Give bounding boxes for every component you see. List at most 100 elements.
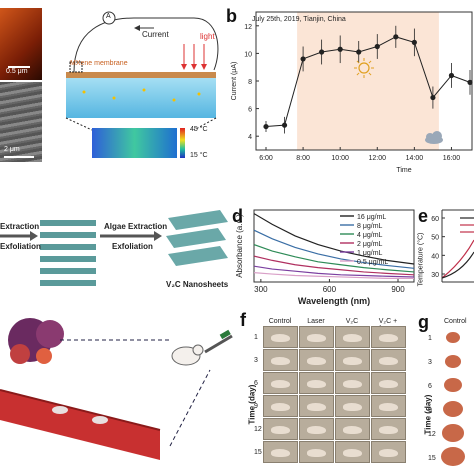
sun-icon <box>354 58 374 78</box>
mouse-body <box>270 426 291 434</box>
panel-a: 0.5 μm 2 μm <box>0 0 225 190</box>
row-label: 15 <box>428 455 436 462</box>
data-point <box>263 123 269 130</box>
mouse-photo <box>263 349 298 371</box>
column-label: Laser <box>307 318 325 325</box>
data-point <box>319 49 325 55</box>
sem-image-top <box>0 8 42 80</box>
mouse-photo <box>371 418 406 440</box>
y-tick-label: 60 <box>431 216 439 223</box>
legend-label: 8 μg/mL <box>357 223 383 230</box>
mouse-photo <box>335 349 370 371</box>
mouse-photo <box>335 326 370 348</box>
mouse-body <box>306 403 327 411</box>
sem-image-bottom <box>0 82 42 162</box>
mouse-photo <box>335 441 370 463</box>
y-tick-label: 12 <box>244 24 252 31</box>
row-label: 1 <box>254 334 258 341</box>
legend-label: 1 μg/mL <box>357 250 383 257</box>
label-exfoliation: Exfoliation <box>0 242 41 251</box>
mxene-layers-icon <box>40 220 96 286</box>
panel-c: Extraction Exfoliation Algae Extraction … <box>0 200 236 310</box>
mouse-body <box>378 426 399 434</box>
x-axis-label: Time <box>396 167 411 174</box>
label-extraction: Extraction <box>0 222 40 231</box>
tumor-photo <box>441 447 465 467</box>
mouse-body <box>306 449 327 457</box>
data-point <box>337 46 343 52</box>
light-arrows-icon <box>181 44 207 70</box>
tumor-photo <box>443 401 463 417</box>
mouse-photo <box>371 326 406 348</box>
x-tick-label: 14:00 <box>406 155 424 162</box>
mouse-body <box>342 426 363 434</box>
mouse-body <box>270 357 291 365</box>
panel-g-letter: g <box>418 312 429 332</box>
row-label: 9 <box>428 407 432 414</box>
row-label: 9 <box>254 403 258 410</box>
mouse-body <box>342 380 363 388</box>
data-point <box>281 122 288 128</box>
row-label: 3 <box>428 359 432 366</box>
data-point <box>374 43 380 50</box>
mouse-body <box>270 449 291 457</box>
column-label: V₂C <box>345 318 359 325</box>
row-label: 3 <box>254 357 258 364</box>
data-point <box>448 72 455 79</box>
row-label: 6 <box>254 380 258 387</box>
mouse-photo <box>371 441 406 463</box>
series-line <box>253 272 414 280</box>
ammeter-label: A <box>106 13 111 20</box>
series-line <box>253 255 415 276</box>
chart-b-annotation: July 25th, 2019, Tianjin, China <box>252 16 346 23</box>
series-line <box>265 36 471 128</box>
mouse-body <box>378 380 399 388</box>
mouse-photo <box>299 372 334 394</box>
mouse-photo <box>299 441 334 463</box>
daylight-region <box>297 12 439 150</box>
legend-label: 2 μg/mL <box>357 241 383 248</box>
nanosheets-icon <box>166 210 228 266</box>
cloud-icon <box>425 131 443 144</box>
mouse-photo <box>263 441 298 463</box>
y-tick-label: 8 <box>248 79 252 86</box>
data-point <box>467 79 473 85</box>
temp-high-label: 45 °C <box>190 126 208 133</box>
scale-label-top: 0.5 μm <box>6 68 28 75</box>
label-algae-extraction: Algae Extraction <box>104 222 168 231</box>
legend-label: 16 μg/mL <box>357 214 386 221</box>
membrane-schematic <box>65 11 219 158</box>
panel-f-letter: f <box>240 310 246 330</box>
blood-vessel-icon <box>0 390 160 460</box>
y-axis-label: Absorbance (a.u.) <box>235 214 244 278</box>
mouse-body <box>270 334 291 342</box>
x-tick-label: 600 <box>323 285 337 294</box>
series-line <box>253 213 415 265</box>
mouse-photo <box>371 372 406 394</box>
series-line <box>253 243 415 273</box>
x-tick-label: 900 <box>391 285 405 294</box>
row-label: 6 <box>428 383 432 390</box>
x-tick-label: 16:00 <box>443 155 461 162</box>
series-line <box>441 251 474 279</box>
scale-bar-top <box>8 66 30 68</box>
panel-g-ylabel: Time (day) <box>423 394 433 435</box>
mouse-body <box>342 357 363 365</box>
thermal-scale <box>180 128 185 158</box>
tumor-photo-column: 1 3 6 9 12 15 <box>428 328 474 474</box>
x-tick-label: 6:00 <box>259 155 273 162</box>
data-point <box>411 39 417 45</box>
mouse-photo <box>299 326 334 348</box>
y-axis-label: Current (μA) <box>231 62 238 101</box>
series-line <box>441 239 474 279</box>
label-nanosheets: V₂C Nanosheets <box>166 280 229 289</box>
scale-bar-bottom <box>4 156 34 158</box>
y-tick-label: 30 <box>431 272 439 279</box>
data-point <box>300 56 306 62</box>
mouse-photo <box>371 395 406 417</box>
mouse-photo <box>299 349 334 371</box>
legend-label: 0.5 μg/mL <box>357 259 388 266</box>
x-tick-label: 300 <box>254 285 268 294</box>
plot-frame <box>253 209 415 283</box>
